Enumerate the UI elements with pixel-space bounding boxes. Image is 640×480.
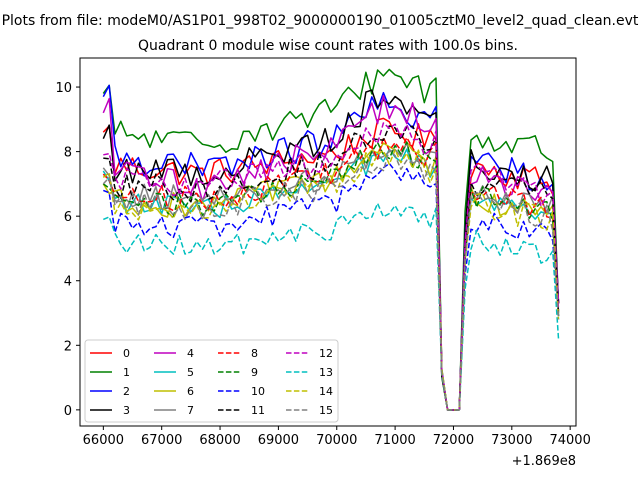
legend-frame bbox=[84, 339, 339, 423]
y-axis: 0 2 4 6 8 10 bbox=[55, 81, 80, 419]
legend-label-4: 4 bbox=[187, 347, 194, 360]
y-tick-label: 2 bbox=[64, 339, 72, 354]
series-line-1 bbox=[102, 68, 560, 411]
legend-label-5: 5 bbox=[187, 366, 194, 379]
x-tick-label: 70000 bbox=[316, 433, 357, 448]
axes-frame bbox=[79, 57, 577, 427]
x-tick-label: 68000 bbox=[199, 433, 240, 448]
series-layer bbox=[102, 68, 560, 411]
legend-label-10: 10 bbox=[251, 385, 265, 398]
legend-label-9: 9 bbox=[251, 366, 258, 379]
legend-label-13: 13 bbox=[319, 366, 333, 379]
series-line-2 bbox=[102, 84, 560, 411]
legend-label-2: 2 bbox=[123, 385, 130, 398]
legend-label-1: 1 bbox=[123, 366, 130, 379]
x-axis: 66000 67000 68000 69000 70000 71000 72000 73000… bbox=[83, 426, 591, 448]
x-tick-label: 67000 bbox=[141, 433, 182, 448]
series-line-12 bbox=[103, 122, 560, 411]
legend-label-3: 3 bbox=[123, 404, 130, 417]
x-axis-offset-label: +1.869e8 bbox=[512, 454, 576, 469]
x-tick-label: 69000 bbox=[258, 433, 299, 448]
legend-label-11: 11 bbox=[251, 404, 265, 417]
y-tick-label: 10 bbox=[55, 81, 72, 96]
series-line-6 bbox=[102, 141, 560, 411]
y-tick-label: 4 bbox=[64, 275, 72, 290]
legend-label-12: 12 bbox=[319, 347, 333, 360]
series-line-11 bbox=[103, 125, 560, 411]
legend-label-6: 6 bbox=[187, 385, 194, 398]
x-tick-label: 74000 bbox=[549, 433, 590, 448]
legend-label-15: 15 bbox=[319, 404, 333, 417]
series-line-10 bbox=[103, 162, 560, 411]
legend-label-0: 0 bbox=[123, 347, 130, 360]
series-line-8 bbox=[102, 136, 560, 411]
x-tick-label: 72000 bbox=[433, 433, 474, 448]
series-line-3 bbox=[102, 89, 560, 411]
x-tick-label: 71000 bbox=[374, 433, 415, 448]
plot-area bbox=[79, 57, 577, 427]
legend-label-14: 14 bbox=[319, 385, 333, 398]
chart-title: Quadrant 0 module wise count rates with … bbox=[138, 38, 518, 54]
figure-suptitle: Plots from file: modeM0/AS1P01_998T02_90… bbox=[2, 13, 639, 29]
x-tick-label: 66000 bbox=[83, 433, 124, 448]
legend-label-7: 7 bbox=[187, 404, 194, 417]
y-tick-label: 0 bbox=[64, 404, 72, 419]
legend-label-8: 8 bbox=[251, 347, 258, 360]
series-line-14 bbox=[102, 148, 560, 411]
x-tick-label: 73000 bbox=[491, 433, 532, 448]
series-line-13 bbox=[103, 202, 560, 411]
y-tick-label: 8 bbox=[64, 146, 72, 161]
y-tick-label: 6 bbox=[64, 210, 72, 225]
